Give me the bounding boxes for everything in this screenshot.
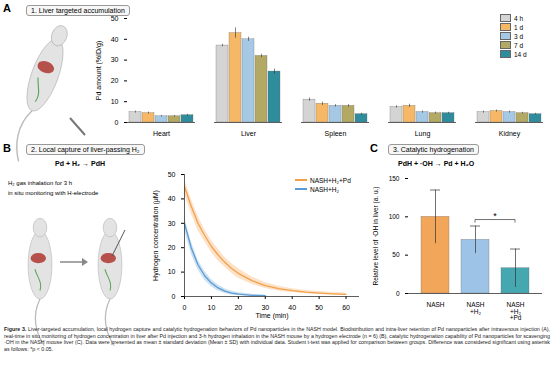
html-text:in situ monitoring with H-elec: in situ monitoring with H-electrode (8, 190, 99, 196)
svg-text:50: 50 (315, 304, 323, 311)
svg-text:NASH: NASH (426, 301, 444, 308)
html-text:Pd + H₂ → PdH: Pd + H₂ → PdH (55, 160, 105, 167)
svg-text:0: 0 (396, 290, 400, 297)
svg-text:Spleen: Spleen (325, 130, 347, 138)
html-text:3 d: 3 d (514, 33, 523, 40)
svg-text:NASH+H₂+Pd: NASH+H₂+Pd (506, 301, 524, 321)
html-text:A: A (3, 2, 11, 14)
html-text:NASH+H₂+Pd: NASH+H₂+Pd (310, 177, 351, 184)
html-text:3. Catalytic hydrogenation: 3. Catalytic hydrogenation (393, 146, 474, 153)
svg-text:Heart: Heart (153, 130, 170, 137)
svg-text:20: 20 (168, 244, 176, 251)
html-text:4 h: 4 h (514, 15, 523, 22)
svg-text:Lung: Lung (415, 130, 431, 138)
svg-text:40: 40 (288, 304, 296, 311)
svg-text:0: 0 (183, 304, 187, 311)
svg-text:30: 30 (168, 220, 176, 227)
svg-text:30: 30 (111, 56, 119, 63)
svg-text:20: 20 (111, 77, 119, 84)
svg-text:50: 50 (392, 251, 400, 258)
html-text:NASH+H₂: NASH+H₂ (310, 186, 340, 193)
html-text:14 d: 14 d (514, 51, 527, 58)
svg-text:10: 10 (111, 98, 119, 105)
html-text:PdH + ·OH → Pd + H₂O: PdH + ·OH → Pd + H₂O (398, 160, 475, 167)
svg-text:50: 50 (111, 15, 119, 22)
svg-text:20: 20 (234, 304, 242, 311)
svg-text:Time (min): Time (min) (255, 312, 288, 320)
svg-text:10: 10 (208, 304, 216, 311)
svg-text:40: 40 (111, 36, 119, 43)
html-text:1 d: 1 d (514, 24, 523, 31)
svg-text:Liver: Liver (241, 130, 257, 137)
svg-text:10: 10 (168, 268, 176, 275)
html-text:7 d: 7 d (514, 42, 523, 49)
svg-text:0: 0 (172, 293, 176, 300)
svg-text:Relative level of ·OH in liver: Relative level of ·OH in liver (a. u.) (372, 187, 380, 286)
html-text:H₂ gas inhalation for 3 h: H₂ gas inhalation for 3 h (8, 180, 72, 186)
svg-text:Kidney: Kidney (499, 130, 521, 138)
svg-text:0: 0 (115, 119, 119, 126)
html-text:B: B (3, 142, 11, 154)
svg-text:NASH+H₂: NASH+H₂ (466, 301, 484, 315)
html-text:2. Local capture of liver-pass: 2. Local capture of liver-passing H₂ (31, 146, 140, 153)
svg-text:50: 50 (168, 171, 176, 178)
svg-text:150: 150 (389, 175, 400, 182)
html-text:Figure 3. Liver-targeted accum: Figure 3. Liver-targeted accumulation, l… (4, 326, 550, 352)
svg-text:Pd amount (%ID/g): Pd amount (%ID/g) (95, 41, 103, 101)
svg-text:30: 30 (261, 304, 269, 311)
svg-text:100: 100 (389, 213, 400, 220)
svg-text:60: 60 (342, 304, 350, 311)
svg-text:*: * (493, 211, 497, 221)
svg-text:Hydrogen concentration (μM): Hydrogen concentration (μM) (152, 190, 160, 281)
html-text:C: C (370, 142, 378, 154)
html-text:1. Liver targeted accumulation: 1. Liver targeted accumulation (31, 7, 125, 14)
svg-text:40: 40 (168, 195, 176, 202)
